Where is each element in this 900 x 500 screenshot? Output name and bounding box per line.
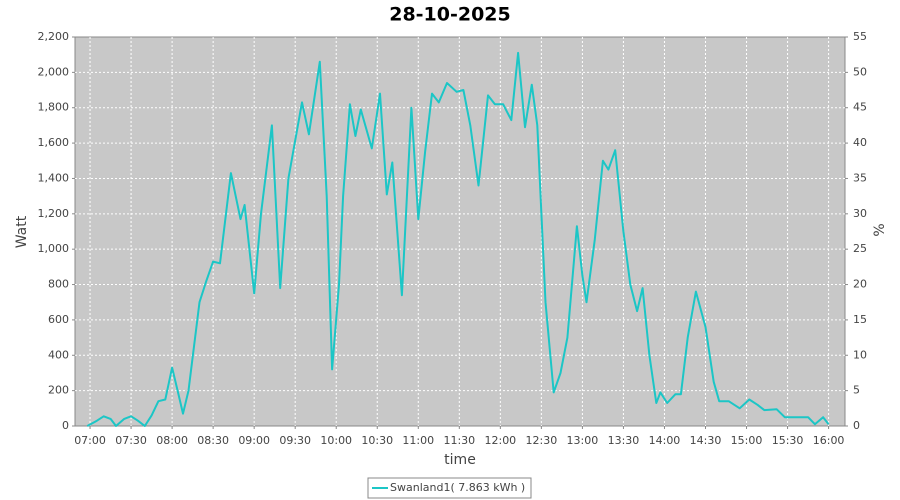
- x-tick-label: 13:30: [608, 434, 640, 447]
- x-tick-label: 07:00: [74, 434, 106, 447]
- y2-axis-title: %: [872, 223, 888, 236]
- y-axis-title: Watt: [14, 215, 30, 248]
- y2-tick-label: 35: [853, 171, 867, 184]
- x-tick-label: 09:30: [279, 434, 311, 447]
- y-tick-label: 200: [48, 384, 69, 397]
- x-tick-label: 11:00: [402, 434, 434, 447]
- y-tick-label: 0: [62, 419, 69, 432]
- y2-tick-label: 5: [853, 384, 860, 397]
- y-tick-label: 1,400: [38, 171, 70, 184]
- x-tick-label: 07:30: [115, 434, 147, 447]
- y2-tick-label: 45: [853, 101, 867, 114]
- y-tick-label: 1,200: [38, 207, 70, 220]
- plot-area: [74, 36, 846, 427]
- series-line: [86, 51, 830, 427]
- x-tick-label: 15:30: [772, 434, 804, 447]
- x-tick-label: 10:30: [361, 434, 393, 447]
- y-tick-label: 600: [48, 313, 69, 326]
- x-axis-title: time: [444, 452, 476, 468]
- y-tick-label: 1,000: [38, 242, 70, 255]
- y-tick-label: 1,600: [38, 136, 70, 149]
- y2-tick-label: 10: [853, 348, 867, 361]
- y2-tick-label: 55: [853, 30, 867, 43]
- legend-label: Swanland1( 7.863 kWh ): [390, 481, 525, 494]
- legend-box: [367, 477, 532, 499]
- x-tick-label: 14:30: [690, 434, 722, 447]
- y-tick-label: 2,000: [38, 65, 70, 78]
- x-tick-label: 12:30: [526, 434, 558, 447]
- y2-tick-label: 15: [853, 313, 867, 326]
- y-tick-label: 1,800: [38, 101, 70, 114]
- y2-tick-label: 50: [853, 65, 867, 78]
- x-tick-label: 12:00: [484, 434, 516, 447]
- x-tick-label: 11:30: [443, 434, 475, 447]
- y2-tick-label: 0: [853, 419, 860, 432]
- x-tick-label: 08:00: [156, 434, 188, 447]
- x-tick-label: 13:00: [567, 434, 599, 447]
- y-tick-label: 2,200: [38, 30, 70, 43]
- x-tick-label: 14:00: [649, 434, 681, 447]
- x-tick-label: 15:00: [731, 434, 763, 447]
- chart-title: 28-10-2025: [389, 4, 511, 26]
- y2-tick-label: 25: [853, 242, 867, 255]
- y2-tick-label: 20: [853, 278, 867, 291]
- x-tick-label: 10:00: [320, 434, 352, 447]
- y2-tick-label: 30: [853, 207, 867, 220]
- y-tick-label: 800: [48, 278, 69, 291]
- x-tick-label: 08:30: [197, 434, 229, 447]
- y2-tick-label: 40: [853, 136, 867, 149]
- x-tick-label: 16:00: [813, 434, 845, 447]
- x-tick-label: 09:00: [238, 434, 270, 447]
- y-tick-label: 400: [48, 348, 69, 361]
